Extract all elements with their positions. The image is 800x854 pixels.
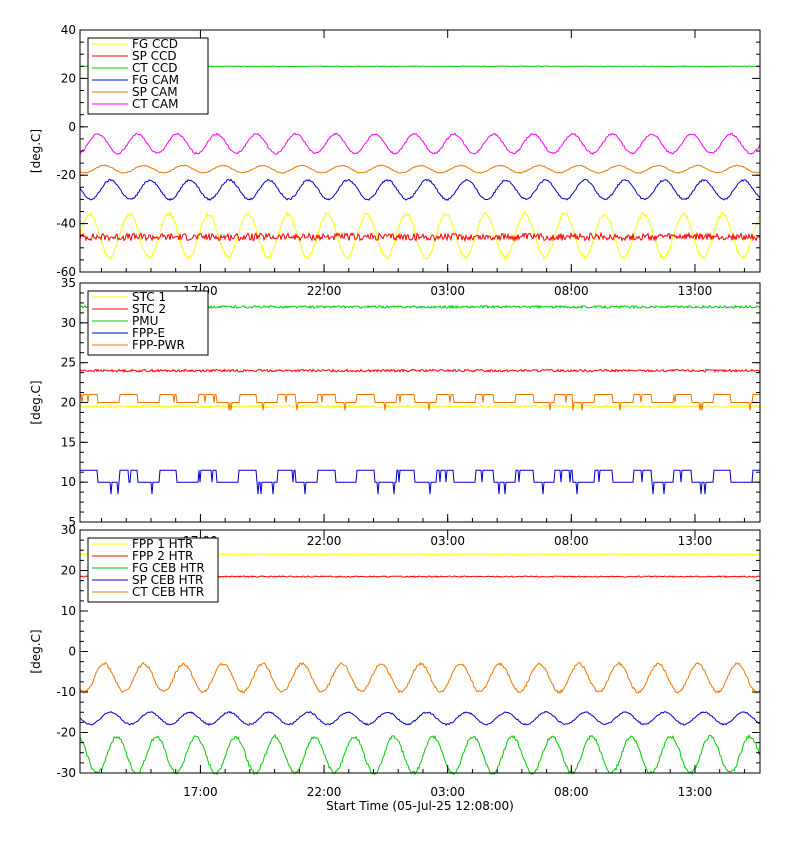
x-tick-label: 17:00 xyxy=(183,785,218,799)
series-line-fpp-e xyxy=(80,469,760,495)
y-tick-label: 10 xyxy=(61,604,76,618)
y-tick-label: -40 xyxy=(56,217,76,231)
legend-label: SP CAM xyxy=(132,85,178,99)
legend-label: FPP-E xyxy=(132,326,165,340)
legend-label: CT CCD xyxy=(132,61,178,75)
y-tick-label: 20 xyxy=(61,564,76,578)
legend-box xyxy=(87,537,219,603)
legend-label: FPP-PWR xyxy=(132,338,185,352)
y-tick-label: 10 xyxy=(61,475,76,489)
series-line-stc-1 xyxy=(79,404,761,409)
panel-3: -30 -20 -10 0 10 20 30 17:00 22:00 03:00 08:00 13:0… xyxy=(29,523,761,799)
y-tick-label: 30 xyxy=(61,523,76,537)
y-tick-label: 20 xyxy=(61,396,76,410)
legend-label: STC 1 xyxy=(132,290,166,304)
x-tick-label: 08:00 xyxy=(554,534,589,548)
y-tick-label: 20 xyxy=(61,71,76,85)
series-line-sp-cam xyxy=(79,164,761,174)
legend-label: FG CCD xyxy=(132,37,178,51)
series-line-ct-cam xyxy=(79,132,761,156)
x-tick-label: 03:00 xyxy=(430,785,465,799)
legend-box xyxy=(87,290,209,356)
y-tick-label: -10 xyxy=(56,685,76,699)
y-tick-label: -30 xyxy=(56,766,76,780)
y-axis-title: [deg.C] xyxy=(29,129,43,173)
y-tick-label: -20 xyxy=(56,168,76,182)
x-tick-label: 13:00 xyxy=(678,785,713,799)
series-line-fpp-pwr xyxy=(80,394,760,411)
series-line-fg-ccd xyxy=(79,210,761,261)
y-tick-label: 0 xyxy=(68,645,76,659)
legend-label: FPP 2 HTR xyxy=(132,549,193,563)
y-axis-title: [deg.C] xyxy=(29,380,43,424)
y-tick-label: -20 xyxy=(56,726,76,740)
series-line-fg-ceb-htr xyxy=(79,733,761,776)
x-tick-label: 03:00 xyxy=(430,534,465,548)
x-tick-label: 22:00 xyxy=(307,534,342,548)
y-tick-label: 25 xyxy=(61,356,76,370)
legend-label: STC 2 xyxy=(132,302,166,316)
y-tick-label: 40 xyxy=(61,23,76,37)
y-tick-label: 30 xyxy=(61,316,76,330)
legend-label: SP CCD xyxy=(132,49,177,63)
series-line-sp-ccd xyxy=(79,231,761,243)
legend-label: FG CAM xyxy=(132,73,179,87)
series-line-sp-ceb-htr xyxy=(79,710,760,726)
series-line-ct-ceb-htr xyxy=(79,661,761,695)
legend-label: PMU xyxy=(132,314,158,328)
legend-label: SP CEB HTR xyxy=(132,573,203,587)
x-tick-label: 22:00 xyxy=(307,785,342,799)
y-tick-label: 0 xyxy=(68,120,76,134)
panel-1: -60-40-200204017:0022:0003:0008:0013:00[… xyxy=(29,23,761,298)
x-tick-label: 13:00 xyxy=(678,534,713,548)
legend-label: CT CAM xyxy=(132,97,178,111)
legend-box xyxy=(87,37,209,115)
legend-label: CT CEB HTR xyxy=(132,585,204,599)
y-tick-label: -60 xyxy=(56,265,76,279)
series-line-stc-2 xyxy=(79,368,761,373)
x-tick-label: 08:00 xyxy=(554,785,589,799)
y-tick-label: 15 xyxy=(61,435,76,449)
y-axis-title: [deg.C] xyxy=(29,629,43,673)
legend-label: FPP 1 HTR xyxy=(132,537,193,551)
y-tick-label: 35 xyxy=(61,276,76,290)
y-tick-label: 5 xyxy=(68,515,76,529)
legend-label: FG CEB HTR xyxy=(132,561,205,575)
x-axis-title: Start Time (05-Jul-25 12:08:00) xyxy=(326,799,514,813)
panel-2: 510152025303517:0022:0003:0008:0013:00[d… xyxy=(29,276,761,548)
series-line-fg-cam xyxy=(79,178,761,202)
